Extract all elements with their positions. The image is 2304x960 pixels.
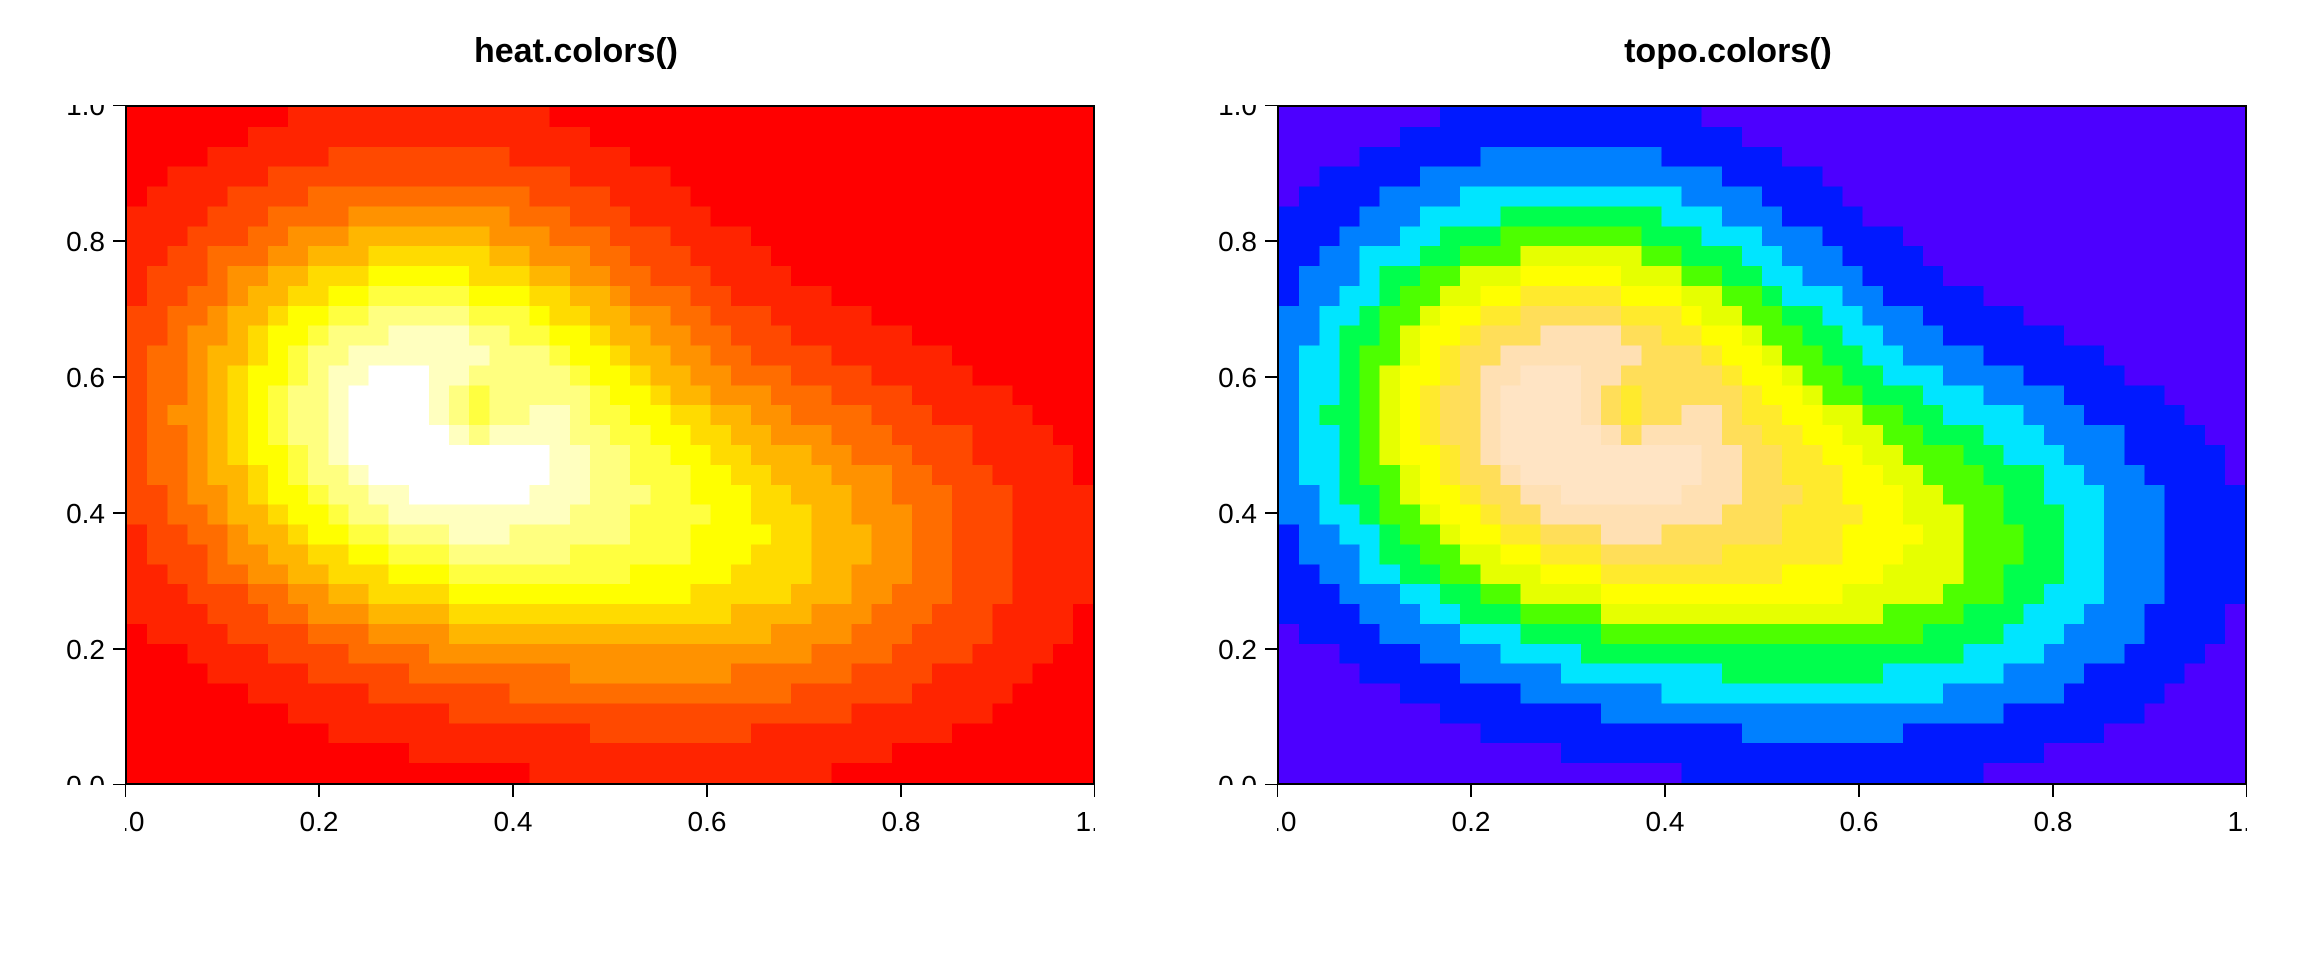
x-tick-label: 0.8 [882,806,921,837]
x-tick-label: 0.8 [2034,806,2073,837]
panel-heat-colors: heat.colors() 0.00.20.40.60.81.0 0.00.20… [0,0,1152,960]
y-tick-label: 0.0 [1218,770,1257,785]
x-tick-label: 0.2 [1452,806,1491,837]
plot-area-topo [1277,105,2247,785]
figure-page: heat.colors() 0.00.20.40.60.81.0 0.00.20… [0,0,2304,960]
y-tick-label: 0.6 [66,362,105,393]
x-tick-label: 0.0 [125,806,144,837]
x-tick-label: 0.6 [688,806,727,837]
x-tick-label: 0.6 [1840,806,1879,837]
y-tick-label: 0.4 [1218,498,1257,529]
y-tick-label: 0.8 [66,226,105,257]
x-tick-label: 0.2 [300,806,339,837]
heatmap-canvas-topo [1279,107,2245,783]
y-tick-label: 1.0 [66,105,105,121]
x-tick-label: 1.0 [1076,806,1095,837]
plot-title-topo: topo.colors() [1152,32,2304,71]
x-tick-label: 0.0 [1277,806,1296,837]
panel-topo-colors: topo.colors() 0.00.20.40.60.81.0 0.00.20… [1152,0,2304,960]
x-tick-label: 0.4 [494,806,533,837]
x-axis-heat: 0.0 0.2 0.4 0.6 0.8 1.0 [125,785,1095,865]
y-tick-label: 0.6 [1218,362,1257,393]
y-tick-label: 0.2 [66,634,105,665]
y-tick-label: 0.4 [66,498,105,529]
y-tick-label: 0.8 [1218,226,1257,257]
y-tick-label: 1.0 [1218,105,1257,121]
y-axis-heat: 0.0 0.2 0.4 0.6 0.8 1.0 [45,105,125,785]
y-tick-label: 0.2 [1218,634,1257,665]
y-tick-label: 0.0 [66,770,105,785]
y-axis-topo: 0.0 0.2 0.4 0.6 0.8 1.0 [1197,105,1277,785]
x-tick-label: 0.4 [1646,806,1685,837]
x-tick-label: 1.0 [2228,806,2247,837]
plot-title-heat: heat.colors() [0,32,1152,71]
plot-area-heat [125,105,1095,785]
x-axis-topo: 0.0 0.2 0.4 0.6 0.8 1.0 [1277,785,2247,865]
heatmap-canvas-heat [127,107,1093,783]
